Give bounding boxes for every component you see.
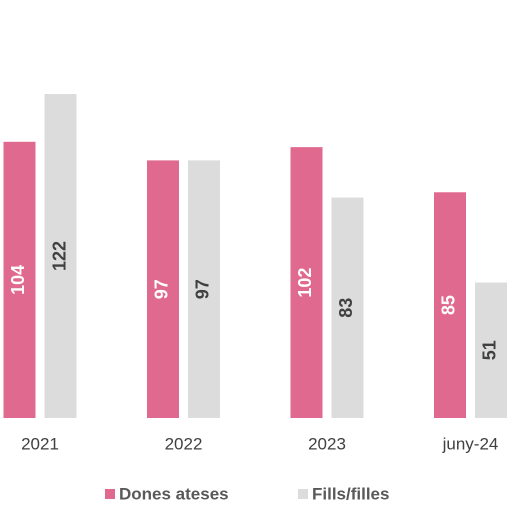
bar — [434, 192, 466, 418]
bar — [44, 94, 77, 418]
data-label: 85 — [439, 295, 459, 315]
data-label: 122 — [49, 241, 69, 271]
bar — [290, 147, 323, 419]
bar — [147, 160, 179, 419]
x-tick-label: 2021 — [21, 434, 59, 453]
x-tick-label: juny-24 — [442, 434, 499, 453]
data-label: 97 — [152, 279, 172, 299]
legend-swatch — [105, 489, 115, 499]
data-label: 97 — [193, 279, 213, 299]
legend-label: Dones ateses — [119, 484, 229, 503]
data-label: 83 — [336, 298, 356, 318]
bar — [3, 141, 36, 418]
data-label: 102 — [295, 268, 315, 298]
legend-swatch — [298, 489, 308, 499]
x-tick-label: 2022 — [165, 434, 203, 453]
bar — [188, 160, 220, 419]
data-label: 51 — [480, 340, 500, 360]
bar — [475, 282, 507, 418]
x-tick-label: 2023 — [308, 434, 346, 453]
legend-label: Fills/filles — [312, 484, 389, 503]
data-label: 104 — [8, 265, 28, 295]
bar — [331, 197, 364, 418]
